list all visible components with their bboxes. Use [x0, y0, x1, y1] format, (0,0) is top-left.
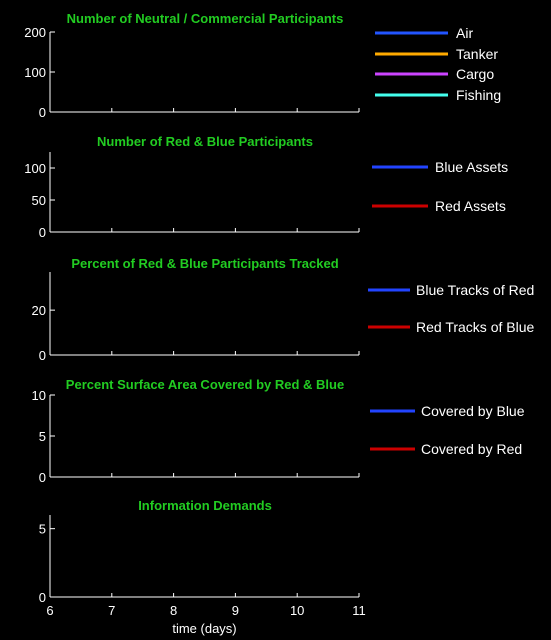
- y-tick-label: 20: [32, 303, 46, 318]
- x-tick-label: 9: [232, 603, 239, 618]
- chart-title: Number of Neutral / Commercial Participa…: [67, 11, 344, 26]
- chart-title: Information Demands: [138, 498, 272, 513]
- x-tick-label: 6: [46, 603, 53, 618]
- y-tick-label: 10: [32, 388, 46, 403]
- legend-label-blue-assets: Blue Assets: [435, 159, 508, 175]
- chart-title: Percent Surface Area Covered by Red & Bl…: [66, 377, 344, 392]
- y-tick-label: 0: [39, 590, 46, 605]
- chart-panel-3: Percent of Red & Blue Participants Track…: [32, 256, 535, 363]
- y-tick-label: 0: [39, 470, 46, 485]
- x-tick-label: 10: [290, 603, 304, 618]
- chart-panel-2: Number of Red & Blue Participants 0 50 100 B…: [24, 134, 508, 240]
- legend-label-air: Air: [456, 25, 473, 41]
- legend-label-cargo: Cargo: [456, 66, 494, 82]
- legend-label-covered-by-blue: Covered by Blue: [421, 403, 525, 419]
- y-tick-label: 200: [24, 25, 46, 40]
- legend-label-blue-tracks-of-red: Blue Tracks of Red: [416, 282, 534, 298]
- y-tick-label: 100: [24, 65, 46, 80]
- y-tick-label: 0: [39, 105, 46, 120]
- y-tick-label: 50: [32, 193, 46, 208]
- chart-panel-5: Information Demands 0 5 6 7 8 9 10 11 time (days): [39, 498, 366, 636]
- y-tick-label: 0: [39, 225, 46, 240]
- y-tick-label: 5: [39, 522, 46, 537]
- legend-label-red-tracks-of-blue: Red Tracks of Blue: [416, 319, 534, 335]
- chart-title: Percent of Red & Blue Participants Track…: [71, 256, 338, 271]
- legend-label-fishing: Fishing: [456, 87, 501, 103]
- legend-label-tanker: Tanker: [456, 46, 498, 62]
- x-tick-label: 8: [170, 603, 177, 618]
- legend-label-red-assets: Red Assets: [435, 198, 506, 214]
- chart-title: Number of Red & Blue Participants: [97, 134, 313, 149]
- y-tick-label: 5: [39, 429, 46, 444]
- x-tick-label: 7: [108, 603, 115, 618]
- chart-panel-4: Percent Surface Area Covered by Red & Bl…: [32, 377, 525, 485]
- legend-label-covered-by-red: Covered by Red: [421, 441, 522, 457]
- chart-panel-1: Number of Neutral / Commercial Participa…: [24, 11, 501, 120]
- y-tick-label: 0: [39, 348, 46, 363]
- x-axis-label: time (days): [172, 621, 236, 636]
- y-tick-label: 100: [24, 161, 46, 176]
- x-tick-label: 11: [352, 603, 366, 618]
